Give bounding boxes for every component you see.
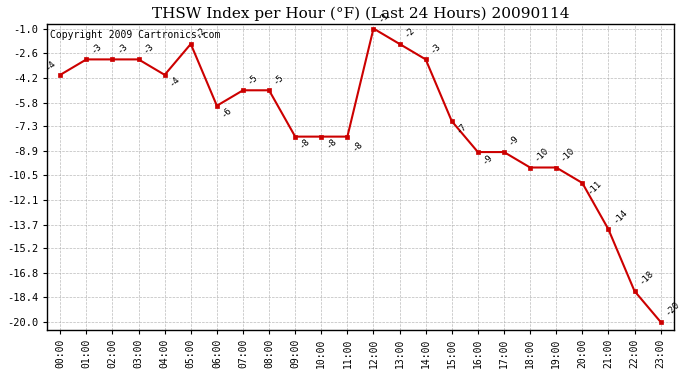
Text: -3: -3 [141, 41, 155, 55]
Text: -2: -2 [194, 26, 208, 40]
Text: -5: -5 [246, 72, 259, 86]
Text: -3: -3 [428, 41, 442, 55]
Text: -14: -14 [611, 207, 629, 225]
Text: -4: -4 [43, 58, 57, 72]
Text: -7: -7 [455, 121, 469, 135]
Title: THSW Index per Hour (°F) (Last 24 Hours) 20090114: THSW Index per Hour (°F) (Last 24 Hours)… [152, 7, 569, 21]
Text: -10: -10 [533, 146, 551, 164]
Text: -3: -3 [89, 41, 103, 55]
Text: -6: -6 [219, 106, 234, 120]
Text: -4: -4 [168, 75, 181, 89]
Text: -8: -8 [324, 136, 338, 150]
Text: -5: -5 [272, 72, 286, 86]
Text: -20: -20 [663, 300, 681, 318]
Text: -8: -8 [350, 140, 364, 153]
Text: -9: -9 [481, 152, 495, 166]
Text: -9: -9 [506, 134, 521, 148]
Text: -10: -10 [559, 146, 577, 164]
Text: -2: -2 [402, 26, 416, 40]
Text: -8: -8 [298, 136, 312, 150]
Text: -18: -18 [638, 269, 655, 287]
Text: -3: -3 [115, 41, 129, 55]
Text: -11: -11 [585, 179, 603, 197]
Text: -1: -1 [376, 10, 391, 24]
Text: Copyright 2009 Cartronics.com: Copyright 2009 Cartronics.com [50, 30, 221, 40]
